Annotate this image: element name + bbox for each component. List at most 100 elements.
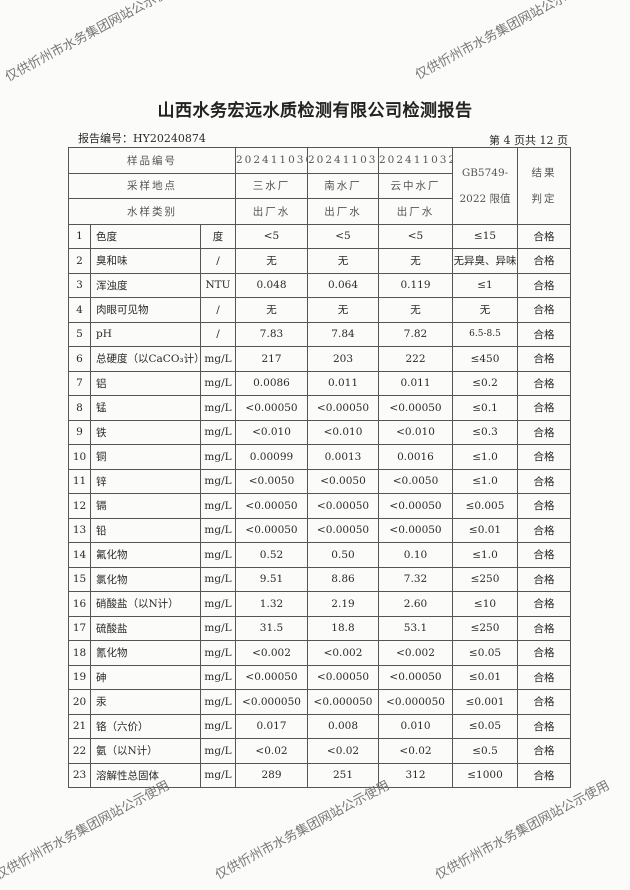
- sample-value: 8.86: [307, 566, 379, 592]
- item-name: 锌: [90, 468, 201, 494]
- item-unit: mg/L: [200, 542, 236, 568]
- item-name: 汞: [90, 689, 201, 715]
- result-value: 合格: [517, 762, 571, 788]
- sample-value: 0.048: [235, 272, 308, 298]
- item-unit: NTU: [200, 272, 236, 298]
- watermark-text: 仅供忻州市水务集团网站公示使用: [2, 0, 183, 86]
- item-name: 氯化物: [90, 566, 201, 592]
- table-row: 6 总硬度（以CaCO₃计） mg/L 217 203 222 ≤450 合格: [68, 346, 571, 372]
- result-line2: 判定: [531, 192, 557, 205]
- item-unit: mg/L: [200, 346, 236, 372]
- sample-value: 无: [307, 297, 379, 323]
- sample-location: 三水厂: [235, 172, 308, 199]
- sample-value: 0.017: [235, 713, 308, 739]
- item-number: 18: [68, 640, 91, 666]
- result-value: 合格: [517, 444, 571, 470]
- limit-value: 无: [452, 297, 518, 323]
- sample-value: <0.00050: [307, 517, 379, 543]
- table-row: 9 铁 mg/L <0.010 <0.010 <0.010 ≤0.3 合格: [68, 419, 571, 445]
- location-label: 采样地点: [68, 172, 236, 199]
- sample-value: 0.119: [378, 272, 453, 298]
- limit-value: ≤1: [452, 272, 518, 298]
- item-number: 11: [68, 468, 91, 494]
- watermark-text: 仅供忻州市水务集团网站公示使用: [212, 778, 393, 883]
- limit-value: ≤250: [452, 615, 518, 641]
- item-name: 氰化物: [90, 640, 201, 666]
- sample-value: <0.000050: [307, 689, 379, 715]
- result-value: 合格: [517, 591, 571, 617]
- result-header: 结果 判定: [517, 147, 571, 225]
- sample-value: <0.000050: [235, 689, 308, 715]
- sample-value: <0.0050: [378, 468, 453, 494]
- sample-value: <0.0050: [235, 468, 308, 494]
- sample-value: 31.5: [235, 615, 308, 641]
- table-row: 8 锰 mg/L <0.00050 <0.00050 <0.00050 ≤0.1 合格: [68, 395, 571, 421]
- limit-value: ≤0.05: [452, 640, 518, 666]
- sample-value: 0.0013: [307, 444, 379, 470]
- sample-value: 312: [378, 762, 453, 788]
- result-value: 合格: [517, 346, 571, 372]
- result-value: 合格: [517, 493, 571, 519]
- item-unit: mg/L: [200, 664, 236, 690]
- sample-value: 18.8: [307, 615, 379, 641]
- item-unit: mg/L: [200, 517, 236, 543]
- sample-value: 7.32: [378, 566, 453, 592]
- sample-value: 0.064: [307, 272, 379, 298]
- item-name: 砷: [90, 664, 201, 690]
- sample-value: 0.0086: [235, 370, 308, 396]
- sample-value: <0.010: [235, 419, 308, 445]
- sample-value: 0.011: [378, 370, 453, 396]
- sample-value: <0.00050: [307, 395, 379, 421]
- sample-value: <0.02: [235, 738, 308, 764]
- item-number: 20: [68, 689, 91, 715]
- sample-value: <5: [307, 223, 379, 249]
- item-name: 浑浊度: [90, 272, 201, 298]
- sample-value: 0.0016: [378, 444, 453, 470]
- sample-value: <0.002: [235, 640, 308, 666]
- item-number: 8: [68, 395, 91, 421]
- item-name: 氨（以N计）: [90, 738, 201, 764]
- item-number: 16: [68, 591, 91, 617]
- item-unit: /: [200, 248, 236, 274]
- result-value: 合格: [517, 223, 571, 249]
- item-number: 17: [68, 615, 91, 641]
- sample-value: 0.10: [378, 542, 453, 568]
- result-value: 合格: [517, 297, 571, 323]
- item-number: 7: [68, 370, 91, 396]
- limit-value: ≤0.005: [452, 493, 518, 519]
- sample-value: 7.84: [307, 321, 379, 347]
- sample-type: 出厂水: [307, 198, 379, 225]
- standard-header: GB5749- 2022 限值: [452, 147, 518, 225]
- sample-value: 53.1: [378, 615, 453, 641]
- sample-value: <0.00050: [378, 517, 453, 543]
- sample-value: 222: [378, 346, 453, 372]
- sample-value: 7.82: [378, 321, 453, 347]
- sample-value: <0.00050: [307, 493, 379, 519]
- table-row: 7 铝 mg/L 0.0086 0.011 0.011 ≤0.2 合格: [68, 370, 571, 396]
- item-number: 4: [68, 297, 91, 323]
- result-value: 合格: [517, 517, 571, 543]
- item-number: 12: [68, 493, 91, 519]
- item-unit: mg/L: [200, 493, 236, 519]
- result-value: 合格: [517, 395, 571, 421]
- item-name: 硝酸盐（以N计）: [90, 591, 201, 617]
- sample-value: <0.002: [307, 640, 379, 666]
- limit-value: ≤1.0: [452, 542, 518, 568]
- result-value: 合格: [517, 248, 571, 274]
- watermark-text: 仅供忻州市水务集团网站公示使用: [0, 778, 173, 883]
- sample-value: <0.00050: [235, 493, 308, 519]
- standard-line1: GB5749-: [461, 166, 509, 179]
- item-unit: mg/L: [200, 615, 236, 641]
- result-value: 合格: [517, 468, 571, 494]
- sample-value: <0.02: [378, 738, 453, 764]
- item-number: 9: [68, 419, 91, 445]
- limit-value: ≤1000: [452, 762, 518, 788]
- sample-id-label: 样品编号: [68, 147, 236, 174]
- sample-value: 1.32: [235, 591, 308, 617]
- item-number: 2: [68, 248, 91, 274]
- sample-value: 289: [235, 762, 308, 788]
- item-unit: mg/L: [200, 395, 236, 421]
- sample-value: 0.52: [235, 542, 308, 568]
- sample-value: 203: [307, 346, 379, 372]
- item-unit: /: [200, 297, 236, 323]
